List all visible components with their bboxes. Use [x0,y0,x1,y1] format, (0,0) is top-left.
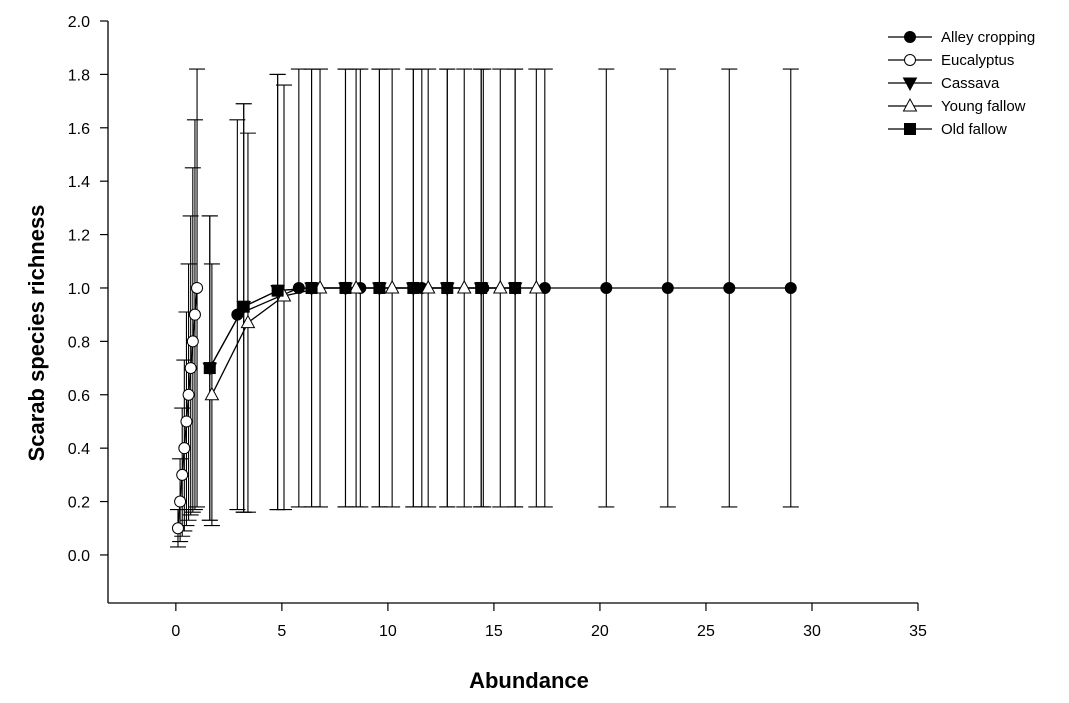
old-fallow-point [373,281,386,294]
old-fallow-point [271,284,284,297]
x-tick-label: 0 [171,623,180,640]
y-tick-label: 0.8 [68,334,90,351]
young-fallow-point [492,279,508,294]
old-fallow-point [339,281,352,294]
legend-marker-young-fallow [902,97,918,112]
old-fallow-point [407,281,420,294]
x-tick-label: 10 [379,623,397,640]
alley-cropping-point [661,281,674,294]
y-tick-label: 1.4 [68,174,90,191]
alley-cropping-point [292,281,305,294]
legend-label-alley-cropping: Alley cropping [941,29,1035,46]
alley-cropping-point [600,281,613,294]
old-fallow-point [203,362,216,375]
y-axis-title: Scarab species richness [24,205,49,462]
old-fallow-point [475,281,488,294]
x-tick-label: 20 [591,623,609,640]
legend-label-cassava: Cassava [941,75,1000,92]
eucalyptus-point [171,522,184,535]
old-fallow-line [209,287,516,369]
error-bars [169,68,799,548]
old-fallow-point [509,281,522,294]
legend-marker-alley-cropping [904,31,916,43]
eucalyptus-point [191,281,204,294]
young-fallow-point [240,314,256,329]
alley-cropping-point [723,281,736,294]
x-tick-label: 15 [485,623,503,640]
axes: 0.0 0.2 0.4 0.6 0.8 1.0 1.2 1.4 1.6 1.8 2.0 0 5 10 15 2… [68,14,927,640]
eucalyptus-line [177,287,198,529]
young-fallow-point [420,279,436,294]
legend-marker-old-fallow [904,123,916,135]
old-fallow-point [237,300,250,313]
young-fallow-point [456,279,472,294]
x-tick-label: 25 [697,623,715,640]
series-lines [177,287,791,529]
young-fallow-point [528,279,544,294]
eucalyptus-point [178,442,191,455]
legend-marker-eucalyptus [904,54,916,66]
x-tick-label: 30 [803,623,821,640]
eucalyptus-point [188,308,201,321]
cassava-line [209,287,516,369]
y-tick-label: 0.0 [68,548,90,565]
y-tick-label: 1.0 [68,281,90,298]
legend-label-eucalyptus: Eucalyptus [941,52,1014,69]
eucalyptus-point [174,495,187,508]
legend-label-old-fallow: Old fallow [941,121,1007,138]
eucalyptus-point [184,362,197,375]
legend: Alley cropping Eucalyptus Cassava Young fal… [888,29,1035,138]
y-tick-label: 1.8 [68,67,90,84]
old-fallow-point [305,281,318,294]
young-fallow-point [384,279,400,294]
old-fallow-point [441,281,454,294]
eucalyptus-point [182,388,195,401]
legend-label-young-fallow: Young fallow [941,98,1026,115]
y-tick-label: 2.0 [68,14,90,31]
y-tick-label: 0.6 [68,388,90,405]
young-fallow-point [204,386,220,401]
x-tick-label: 35 [909,623,927,640]
x-tick-label: 5 [277,623,286,640]
y-tick-label: 0.4 [68,441,90,458]
y-tick-label: 1.6 [68,121,90,138]
alley-cropping-point [784,281,797,294]
y-tick-label: 0.2 [68,495,90,512]
young-fallow-point [348,279,364,294]
series-markers [171,279,797,535]
x-axis-title: Abundance [469,668,589,693]
eucalyptus-point [176,468,189,481]
eucalyptus-point [180,415,193,428]
eucalyptus-point [186,335,199,348]
y-tick-label: 1.2 [68,228,90,245]
legend-marker-cassava [902,77,918,92]
